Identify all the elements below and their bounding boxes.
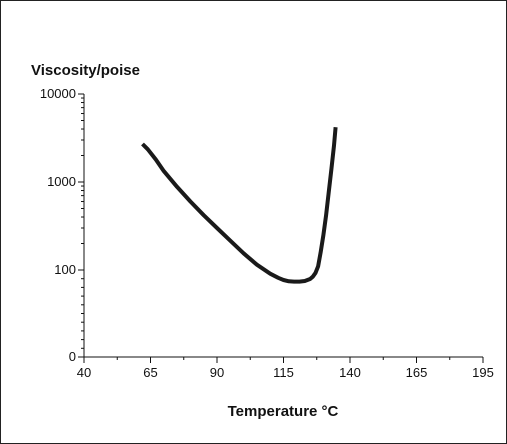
x-tick-label: 140 bbox=[339, 365, 361, 380]
y-tick-label: 100 bbox=[54, 262, 76, 277]
viscosity-series-line bbox=[141, 127, 338, 284]
y-tick-label: 10000 bbox=[40, 86, 76, 101]
x-ticks: 40 65 90 115 140 165 195 bbox=[77, 357, 494, 380]
y-axis-title: Viscosity/poise bbox=[31, 62, 140, 79]
y-tick-label: 0 bbox=[69, 349, 76, 364]
x-tick-label: 115 bbox=[273, 365, 294, 380]
x-tick-label: 195 bbox=[472, 365, 494, 380]
series-layer bbox=[141, 127, 338, 284]
x-axis-title: Temperature °C bbox=[228, 403, 339, 420]
x-tick-label: 40 bbox=[77, 365, 91, 380]
x-tick-label: 165 bbox=[406, 365, 428, 380]
y-minor-ticks bbox=[81, 97, 84, 349]
x-tick-label: 90 bbox=[210, 365, 224, 380]
x-tick-label: 65 bbox=[143, 365, 157, 380]
y-tick-label: 1000 bbox=[47, 174, 76, 189]
